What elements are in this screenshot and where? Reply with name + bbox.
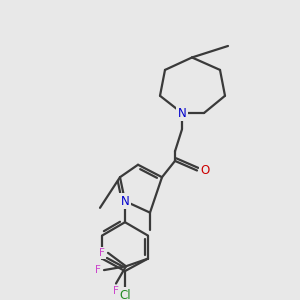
Text: Cl: Cl bbox=[119, 289, 131, 300]
Text: F: F bbox=[95, 265, 101, 275]
Text: O: O bbox=[200, 164, 210, 177]
Text: F: F bbox=[99, 248, 105, 258]
Text: N: N bbox=[121, 195, 129, 208]
Text: N: N bbox=[178, 106, 186, 119]
Text: F: F bbox=[113, 286, 119, 296]
